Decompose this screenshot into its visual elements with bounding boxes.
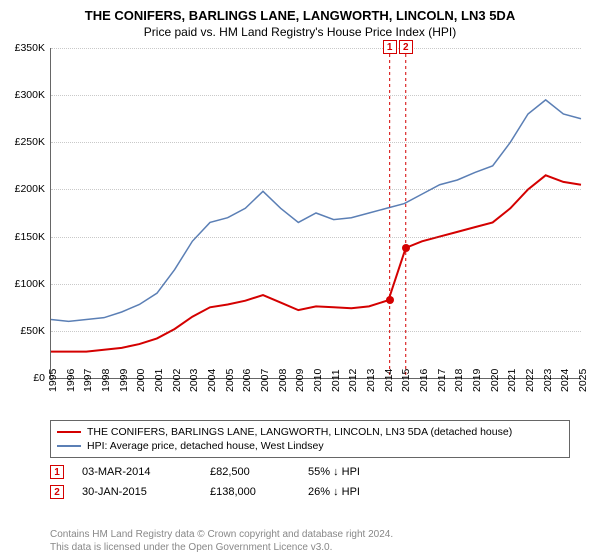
x-axis-label: 1997 (82, 369, 94, 392)
x-axis-label: 2006 (241, 369, 253, 392)
gridline-h (51, 95, 581, 96)
event-delta: 55% ↓ HPI (308, 466, 418, 478)
x-axis-label: 2016 (418, 369, 430, 392)
gridline-h (51, 284, 581, 285)
x-axis-label: 2005 (224, 369, 236, 392)
x-axis-label: 2000 (135, 369, 147, 392)
chart-subtitle: Price paid vs. HM Land Registry's House … (0, 25, 600, 39)
gridline-h (51, 331, 581, 332)
x-axis-label: 2011 (330, 369, 342, 392)
x-axis-label: 2013 (365, 369, 377, 392)
x-axis-label: 2017 (436, 369, 448, 392)
y-axis-label: £200K (15, 183, 51, 195)
x-axis-label: 2002 (171, 369, 183, 392)
series-hpi (51, 100, 581, 322)
x-axis-label: 2025 (577, 369, 589, 392)
x-axis-label: 2022 (524, 369, 536, 392)
x-axis-label: 2015 (400, 369, 412, 392)
x-axis-label: 2024 (559, 369, 571, 392)
x-axis-label: 2023 (542, 369, 554, 392)
x-axis-label: 2004 (206, 369, 218, 392)
y-axis-label: £50K (20, 325, 51, 337)
gridline-h (51, 189, 581, 190)
sale-marker-dot (402, 244, 410, 252)
gridline-h (51, 48, 581, 49)
event-price: £138,000 (210, 486, 290, 498)
legend-box: THE CONIFERS, BARLINGS LANE, LANGWORTH, … (50, 420, 570, 458)
event-row: 2 30-JAN-2015 £138,000 26% ↓ HPI (50, 482, 570, 502)
footer-line-1: Contains HM Land Registry data © Crown c… (50, 528, 393, 541)
x-axis-label: 1995 (47, 369, 59, 392)
legend-swatch (57, 431, 81, 433)
sale-events: 1 03-MAR-2014 £82,500 55% ↓ HPI 2 30-JAN-2015… (50, 462, 570, 502)
x-axis-label: 2018 (453, 369, 465, 392)
sale-marker-badge: 2 (399, 40, 413, 54)
x-axis-label: 2020 (489, 369, 501, 392)
y-axis-label: £150K (15, 231, 51, 243)
gridline-h (51, 142, 581, 143)
y-axis-label: £250K (15, 136, 51, 148)
event-badge: 2 (50, 485, 64, 499)
chart-title: THE CONIFERS, BARLINGS LANE, LANGWORTH, … (0, 8, 600, 23)
plot-area: £0£50K£100K£150K£200K£250K£300K£350K1995… (50, 48, 581, 379)
footer-line-2: This data is licensed under the Open Gov… (50, 541, 393, 554)
y-axis-label: £100K (15, 278, 51, 290)
series-price_paid (51, 175, 581, 351)
chart-container: THE CONIFERS, BARLINGS LANE, LANGWORTH, … (0, 0, 600, 560)
x-axis-label: 2014 (383, 369, 395, 392)
event-date: 30-JAN-2015 (82, 486, 192, 498)
event-date: 03-MAR-2014 (82, 466, 192, 478)
chart-titles: THE CONIFERS, BARLINGS LANE, LANGWORTH, … (0, 0, 600, 39)
event-delta: 26% ↓ HPI (308, 486, 418, 498)
x-axis-label: 2007 (259, 369, 271, 392)
x-axis-label: 2001 (153, 369, 165, 392)
y-axis-label: £350K (15, 42, 51, 54)
sale-marker-badge: 1 (383, 40, 397, 54)
event-badge: 1 (50, 465, 64, 479)
x-axis-label: 2008 (277, 369, 289, 392)
sale-marker-dot (386, 296, 394, 304)
footer-attribution: Contains HM Land Registry data © Crown c… (50, 528, 393, 554)
series-svg (51, 48, 581, 378)
x-axis-label: 1999 (118, 369, 130, 392)
gridline-h (51, 237, 581, 238)
x-axis-label: 1998 (100, 369, 112, 392)
x-axis-label: 1996 (65, 369, 77, 392)
x-axis-label: 2010 (312, 369, 324, 392)
x-axis-label: 2019 (471, 369, 483, 392)
x-axis-label: 2012 (347, 369, 359, 392)
event-price: £82,500 (210, 466, 290, 478)
legend-label: THE CONIFERS, BARLINGS LANE, LANGWORTH, … (87, 426, 512, 438)
event-row: 1 03-MAR-2014 £82,500 55% ↓ HPI (50, 462, 570, 482)
y-axis-label: £300K (15, 89, 51, 101)
x-axis-label: 2021 (506, 369, 518, 392)
legend-label: HPI: Average price, detached house, West… (87, 440, 324, 452)
legend-item: THE CONIFERS, BARLINGS LANE, LANGWORTH, … (57, 425, 563, 439)
x-axis-label: 2009 (294, 369, 306, 392)
legend-item: HPI: Average price, detached house, West… (57, 439, 563, 453)
x-axis-label: 2003 (188, 369, 200, 392)
legend-swatch (57, 445, 81, 447)
